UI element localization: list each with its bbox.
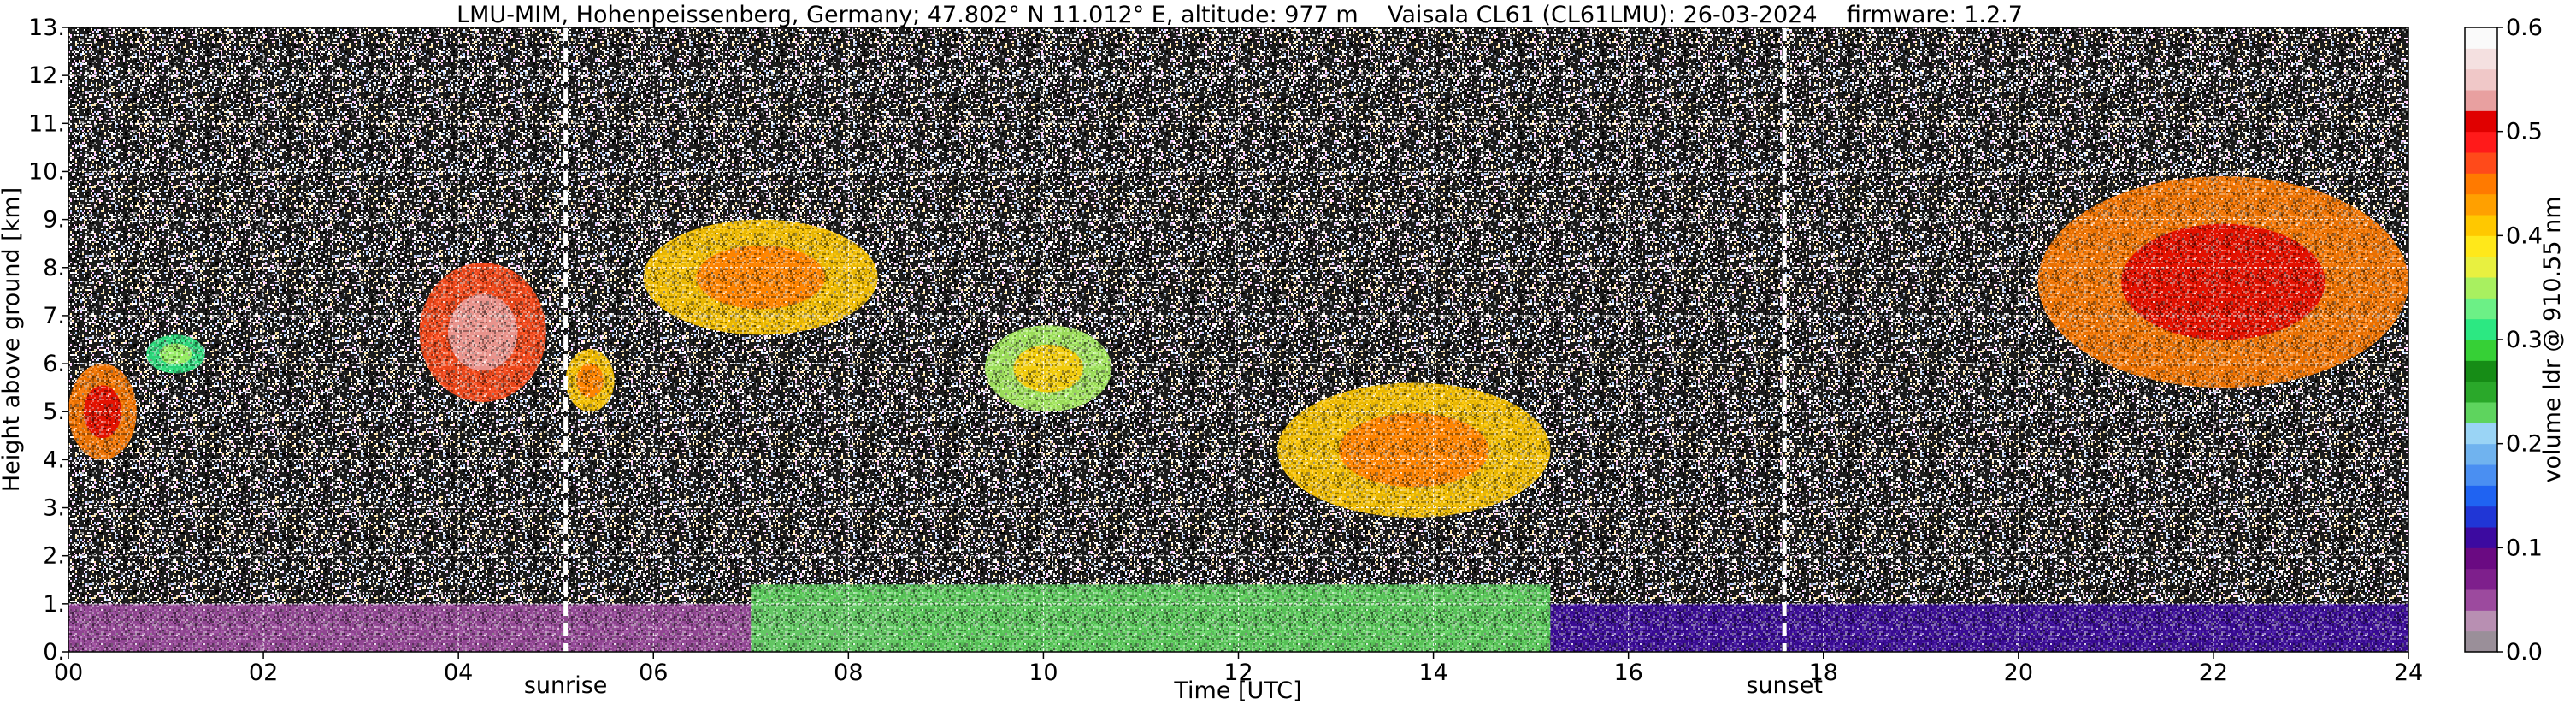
colorbar-tick-label: 0.4 (2506, 222, 2543, 249)
colorbar-tick-label: 0.6 (2506, 15, 2543, 41)
feature-2 (751, 584, 1551, 652)
x-axis: 00 02 04 06 08 10 12 14 16 18 20 22 24 (54, 652, 2423, 686)
colorbar-tick-label: 0.5 (2506, 119, 2543, 145)
colorbar-segment (2465, 318, 2497, 340)
colorbar-segment (2465, 527, 2497, 548)
y-tick-label: 6. (43, 351, 65, 377)
x-tick-label: 24 (2394, 660, 2423, 686)
y-tick-label: 12. (28, 62, 65, 89)
x-tick-label: 12 (1223, 660, 1253, 686)
x-tick-label: 08 (834, 660, 863, 686)
colorbar-segment (2465, 610, 2497, 632)
plot-area (68, 27, 2409, 653)
chart-title: LMU-MIM, Hohenpeissenberg, Germany; 47.8… (457, 2, 2023, 28)
y-tick-label: 2. (43, 543, 65, 570)
x-tick-label: 14 (1418, 660, 1447, 686)
colorbar-tick-label: 0.0 (2506, 639, 2543, 666)
feature-6 (419, 263, 546, 403)
colorbar-segment (2465, 381, 2497, 403)
x-tick-label: 00 (54, 660, 83, 686)
colorbar-tick-label: 0.1 (2506, 535, 2543, 561)
y-tick-label: 1. (43, 591, 65, 618)
feature-3 (1550, 603, 2408, 652)
y-tick-label: 3. (43, 495, 65, 522)
x-tick-label: 20 (2004, 660, 2033, 686)
colorbar-tick-label: 0.3 (2506, 327, 2543, 353)
colorbar-segment (2465, 630, 2497, 653)
feature-4 (68, 364, 137, 460)
x-tick-label: 10 (1029, 660, 1058, 686)
colorbar-segment (2465, 360, 2497, 382)
colorbar-segment (2465, 402, 2497, 423)
colorbar-segment (2465, 443, 2497, 465)
colorbar-segment (2465, 464, 2497, 486)
sunset-label: sunset (1746, 672, 1823, 699)
x-tick-label: 18 (1809, 660, 1838, 686)
colorbar-segment (2465, 423, 2497, 445)
colorbar-segment (2465, 27, 2497, 49)
x-tick-label: 22 (2199, 660, 2228, 686)
colorbar-segment (2465, 256, 2497, 278)
y-axis: 0. 1. 2. 3. 4. 5. 6. 7. 8. 9. 10. 11. 12. 13. (28, 15, 68, 666)
feature-11 (2037, 176, 2408, 388)
colorbar-label: volume ldr @ 910.55 nm (2539, 197, 2566, 483)
x-tick-label: 16 (1613, 660, 1642, 686)
sunrise-label: sunrise (524, 672, 608, 699)
colorbar-segment (2465, 485, 2497, 507)
colorbar-segment (2465, 152, 2497, 174)
colorbar-segment (2465, 568, 2497, 590)
feature-9 (984, 325, 1112, 412)
feature-10 (1277, 382, 1551, 518)
y-tick-label: 10. (28, 158, 65, 185)
colorbar-segment (2465, 173, 2497, 195)
colorbar-segment (2465, 68, 2497, 91)
colorbar: 0.0 0.1 0.2 0.3 0.4 0.5 0.6 (2464, 15, 2543, 666)
y-tick-label: 5. (43, 399, 65, 425)
y-axis-label: Height above ground [km] (0, 187, 25, 492)
colorbar-segment (2465, 48, 2497, 70)
colorbar-segment (2465, 547, 2497, 570)
y-tick-label: 9. (43, 207, 65, 234)
x-tick-label: 02 (249, 660, 278, 686)
colorbar-segment (2465, 589, 2497, 611)
colorbar-segment (2465, 215, 2497, 236)
feature-8 (643, 219, 878, 335)
colorbar-segment (2465, 298, 2497, 320)
colorbar-segment (2465, 235, 2497, 257)
y-tick-label: 8. (43, 255, 65, 281)
colorbar-segment (2465, 131, 2497, 153)
y-tick-label: 13. (28, 15, 65, 41)
feature-7 (565, 349, 615, 412)
x-axis-label: Time [UTC] (1173, 677, 1301, 704)
x-tick-label: 04 (444, 660, 473, 686)
y-tick-label: 11. (28, 110, 65, 137)
feature-5 (146, 334, 205, 374)
annotation-layer (563, 27, 1787, 652)
colorbar-segment (2465, 90, 2497, 111)
colorbar-segment (2465, 277, 2497, 299)
y-tick-label: 7. (43, 303, 65, 329)
colorbar-segment (2465, 193, 2497, 216)
x-tick-label: 06 (639, 660, 668, 686)
colorbar-segment (2465, 110, 2497, 133)
colorbar-tick-label: 0.2 (2506, 431, 2543, 458)
y-tick-label: 4. (43, 447, 65, 473)
colorbar-segment (2465, 340, 2497, 361)
colorbar-segment (2465, 506, 2497, 528)
y-tick-label: 0. (43, 639, 65, 666)
